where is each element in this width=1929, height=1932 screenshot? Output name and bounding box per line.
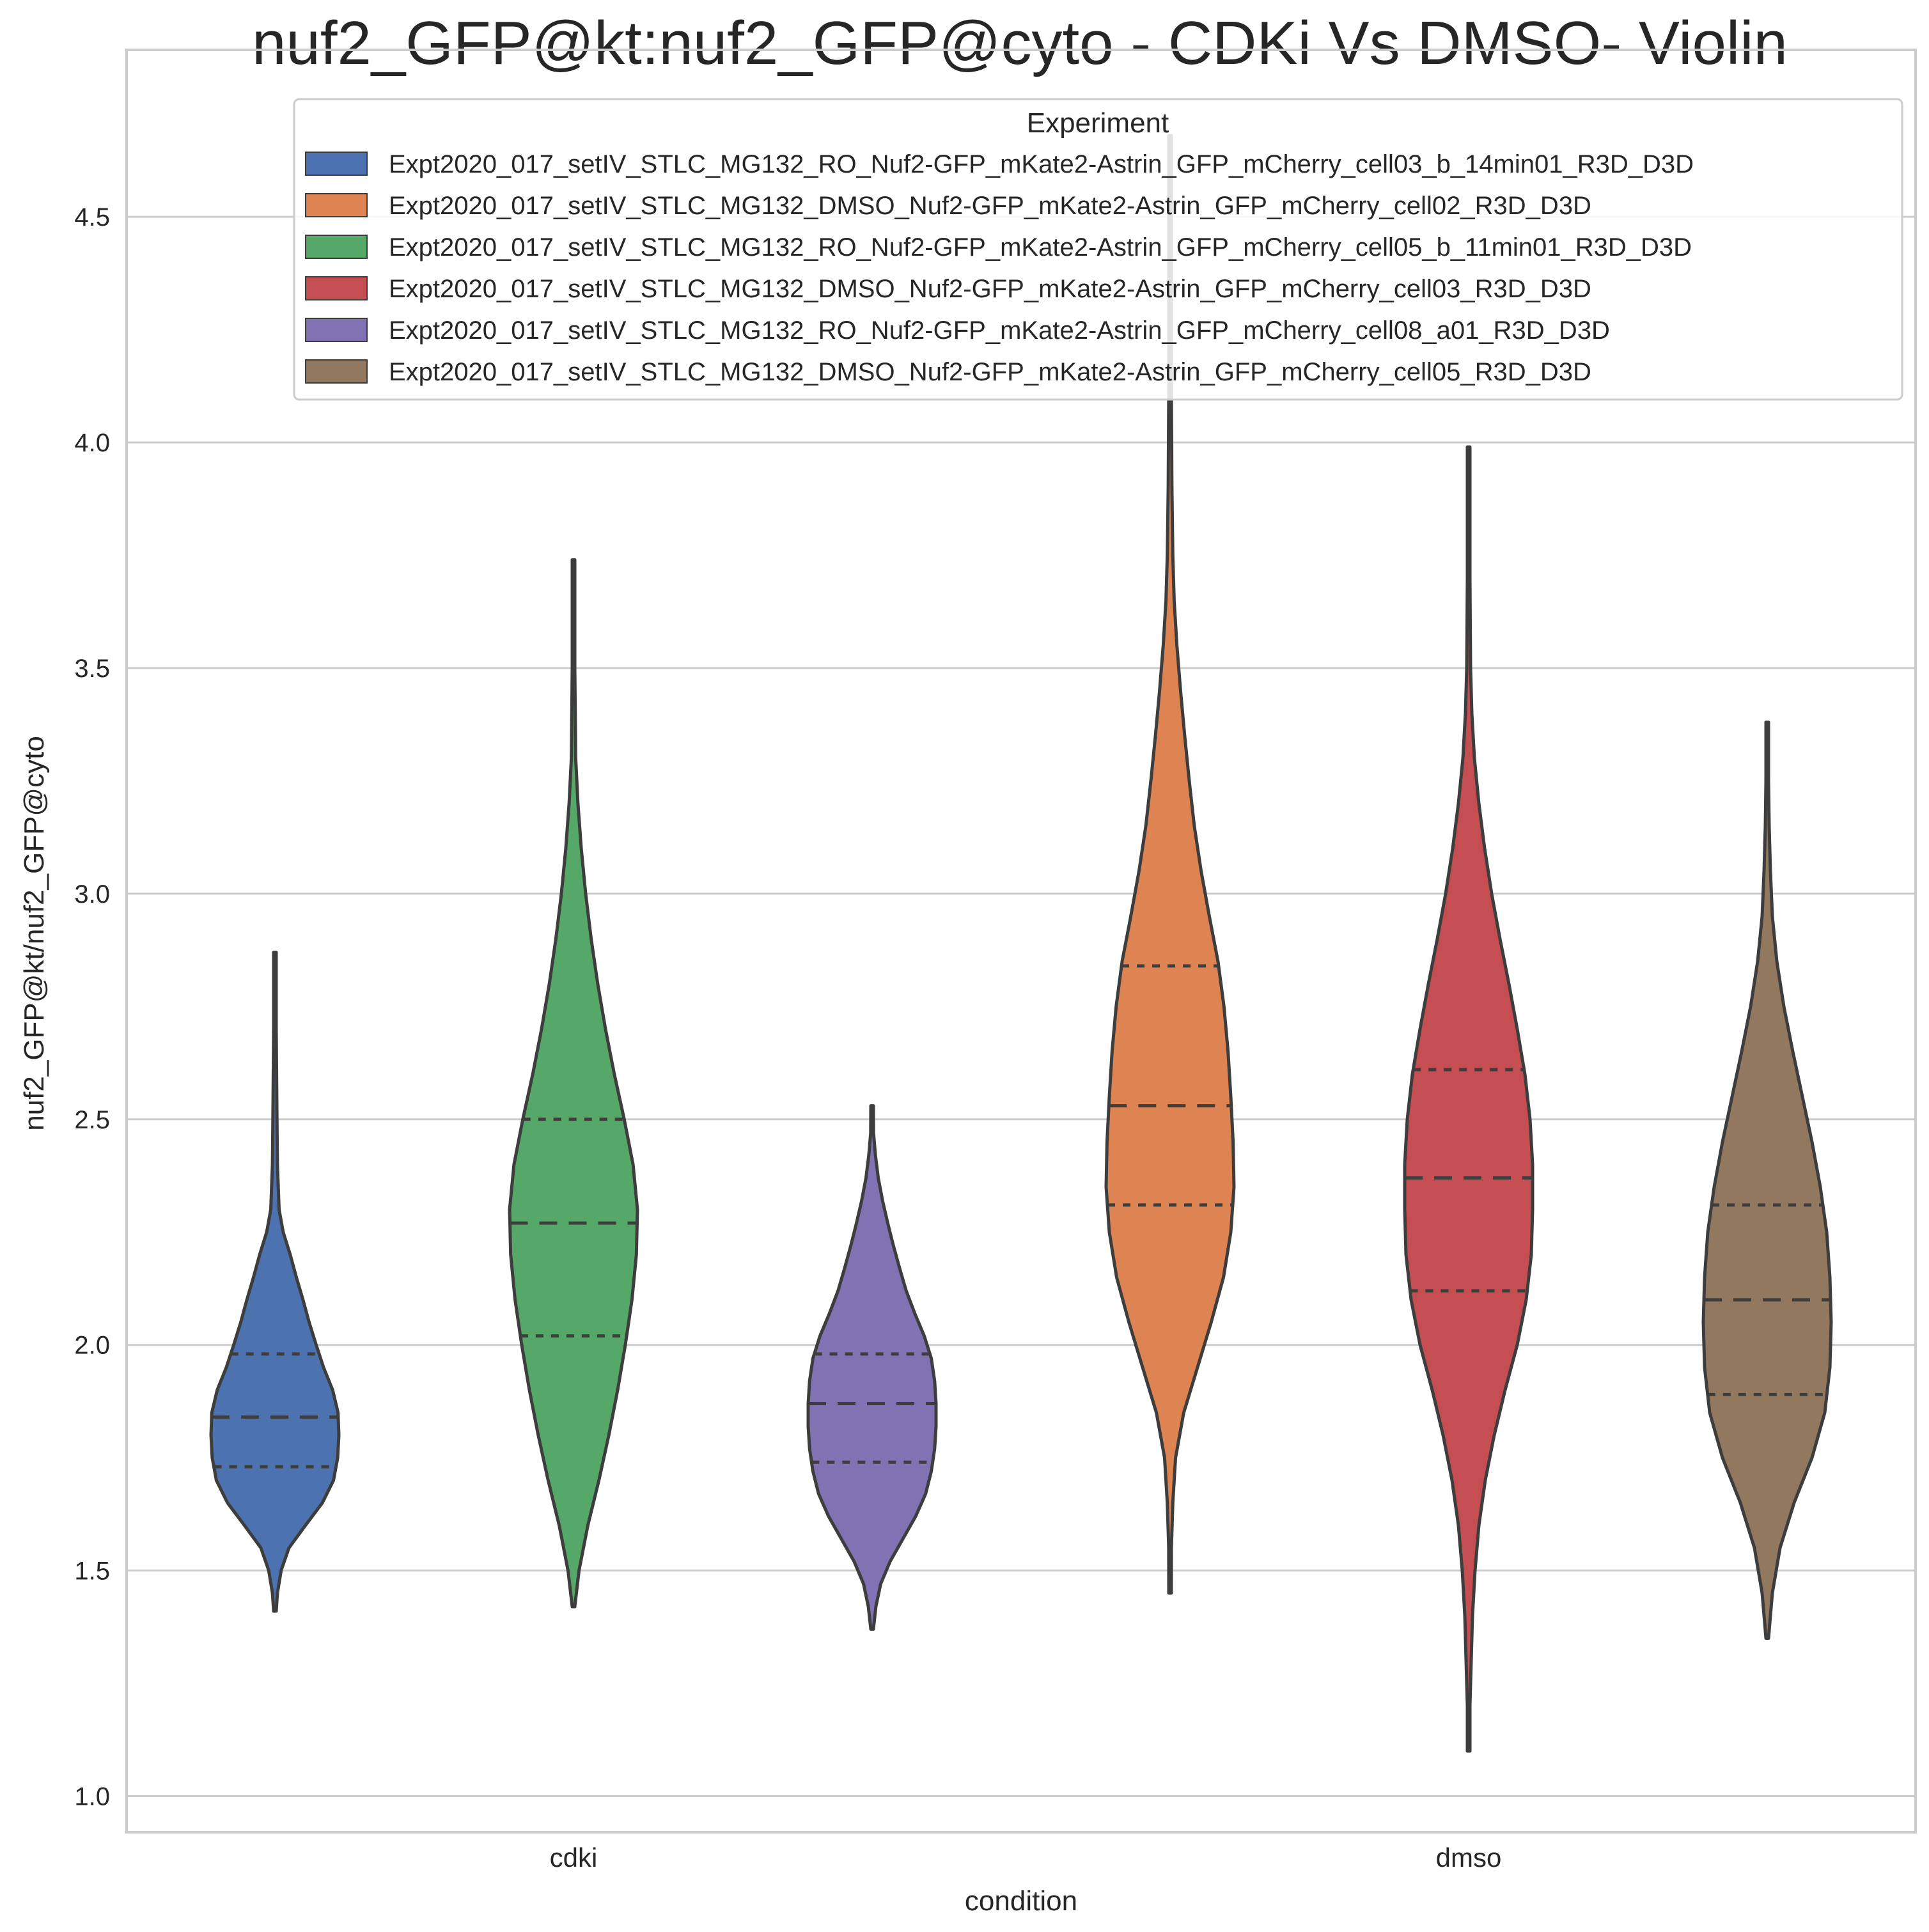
violin-5 [1701,721,1833,1640]
legend-label: Expt2020_017_setIV_STLC_MG132_RO_Nuf2-GF… [389,316,1610,345]
legend-label: Expt2020_017_setIV_STLC_MG132_DMSO_Nuf2-… [389,358,1591,386]
violins [209,134,1833,1753]
chart-title: nuf2_GFP@kt:nuf2_GFP@cyto - CDKi Vs DMSO… [252,9,1788,77]
legend-swatch [305,193,368,217]
legend-box [293,98,1903,401]
y-tick-label: 2.0 [74,1332,110,1360]
x-tick-labels: cdki dmso [550,1842,1502,1873]
legend-swatch [305,318,368,342]
violin-2 [508,558,639,1609]
y-axis-label: nuf2_GFP@kt/nuf2_GFP@cyto [19,736,50,1131]
violin-4 [806,1104,938,1631]
y-tick-label: 1.5 [74,1557,110,1585]
violin-0 [209,951,341,1613]
legend: Experiment Expt2020_017_setIV_STLC_MG132… [293,98,1903,401]
y-tick-labels: 1.0 1.5 2.0 2.5 3.0 3.5 4.0 4.5 [74,203,110,1811]
legend-swatch [305,276,368,300]
legend-swatch [305,359,368,384]
plot-frame [125,49,1917,1834]
legend-entries: Expt2020_017_setIV_STLC_MG132_RO_Nuf2-GF… [305,150,1694,386]
legend-label: Expt2020_017_setIV_STLC_MG132_RO_Nuf2-GF… [389,150,1694,178]
violin-3 [1403,445,1535,1753]
y-tick-label: 3.5 [74,655,110,683]
x-tick-label: dmso [1436,1842,1502,1873]
violin-body [806,1104,938,1631]
legend-swatch [305,235,368,259]
legend-label: Expt2020_017_setIV_STLC_MG132_DMSO_Nuf2-… [389,192,1591,220]
x-tick-label: cdki [550,1842,598,1873]
y-tick-label: 4.0 [74,429,110,457]
x-axis-label: condition [965,1885,1077,1917]
legend-swatch [305,152,368,176]
y-tick-label: 4.5 [74,203,110,231]
legend-label: Expt2020_017_setIV_STLC_MG132_DMSO_Nuf2-… [389,275,1591,303]
y-tick-label: 3.0 [74,880,110,908]
legend-title: Experiment [1027,107,1169,139]
violin-body [508,558,639,1609]
legend-label: Expt2020_017_setIV_STLC_MG132_RO_Nuf2-GF… [389,233,1692,261]
violin-body [1701,721,1833,1640]
y-tick-label: 2.5 [74,1106,110,1134]
violin-body [1403,445,1535,1753]
y-tick-label: 1.0 [74,1783,110,1811]
violin-body [209,951,341,1613]
